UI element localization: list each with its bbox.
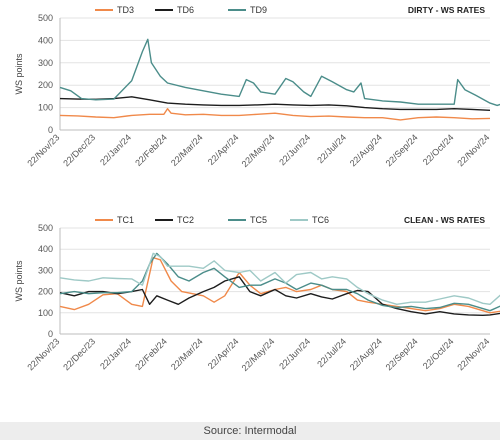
legend-label-tc1: TC1	[117, 215, 134, 225]
y-tick-label: 200	[38, 287, 53, 297]
y-tick-label: 100	[38, 308, 53, 318]
x-tick-label: 22/Jun/24	[277, 336, 312, 371]
y-tick-label: 400	[38, 244, 53, 254]
series-line-tc1	[59, 257, 500, 314]
x-tick-label: 22/Jan/24	[98, 132, 133, 167]
x-tick-label: 22/Jul/24	[315, 336, 348, 369]
chart-title: DIRTY - WS RATES	[408, 5, 485, 15]
x-tick-label: 22/Apr/24	[206, 336, 241, 371]
x-tick-label: 22/May/24	[240, 132, 277, 169]
x-tick-label: 22/Sep/24	[384, 336, 420, 372]
x-tick-label: 22/Mar/24	[169, 336, 205, 372]
x-tick-label: 22/Dec/23	[61, 336, 97, 372]
y-axis-label: WS points	[14, 260, 24, 302]
y-tick-label: 200	[38, 80, 53, 90]
legend-label-tc5: TC5	[250, 215, 267, 225]
x-tick-label: 22/Jun/24	[277, 132, 312, 167]
y-axis-label: WS points	[14, 53, 24, 95]
chart-panel-1: 0 100 200 300 400 500 22/Nov/23 22/Dec/23 22/Jan…	[14, 5, 500, 169]
series-line-td6	[59, 96, 491, 111]
legend-label-tc6: TC6	[312, 215, 329, 225]
y-tick-label: 500	[38, 223, 53, 233]
x-tick-label: 22/Aug/24	[348, 336, 384, 372]
legend-label-td3: TD3	[117, 5, 134, 15]
source-text: Source: Intermodal	[203, 425, 297, 437]
chart-title: CLEAN - WS RATES	[404, 215, 485, 225]
y-tick-label: 400	[38, 35, 53, 45]
x-tick-label: 22/Sep/24	[384, 132, 420, 168]
legend-label-td6: TD6	[177, 5, 194, 15]
y-tick-label: 300	[38, 265, 53, 275]
x-tick-label: 22/Aug/24	[348, 132, 384, 168]
series-line-tc2	[59, 276, 500, 316]
y-tick-label: 0	[48, 329, 53, 339]
series-line-tc6	[59, 252, 500, 305]
source-caption: Source: Intermodal	[0, 422, 500, 440]
x-tick-label: 22/Nov/23	[25, 132, 61, 168]
x-tick-label: 22/Feb/24	[133, 132, 169, 168]
x-tick-label: 22/Nov/24	[455, 132, 491, 168]
x-tick-label: 22/Oct/24	[421, 336, 456, 371]
legend-label-tc2: TC2	[177, 215, 194, 225]
x-tick-label: 22/Oct/24	[421, 132, 456, 167]
x-tick-label: 22/May/24	[240, 336, 277, 373]
series-line-td9	[59, 38, 500, 107]
x-tick-label: 22/Nov/23	[25, 336, 61, 372]
x-tick-label: 22/Jan/24	[98, 336, 133, 371]
x-tick-label: 22/Feb/24	[133, 336, 169, 372]
y-tick-label: 100	[38, 103, 53, 113]
x-tick-label: 22/Jul/24	[315, 132, 348, 165]
y-tick-label: 500	[38, 13, 53, 23]
series-line-td3	[59, 108, 491, 121]
chart-panel-2: 0 100 200 300 400 500 22/Nov/23 22/Dec/23 22/Jan…	[14, 215, 500, 373]
y-tick-label: 300	[38, 58, 53, 68]
series-line-tc5	[59, 252, 500, 312]
y-tick-label: 0	[48, 125, 53, 135]
x-tick-label: 22/Nov/24	[455, 336, 491, 372]
x-tick-label: 22/Dec/23	[61, 132, 97, 168]
x-tick-label: 22/Mar/24	[169, 132, 205, 168]
legend-label-td9: TD9	[250, 5, 267, 15]
x-tick-label: 22/Apr/24	[206, 132, 241, 167]
